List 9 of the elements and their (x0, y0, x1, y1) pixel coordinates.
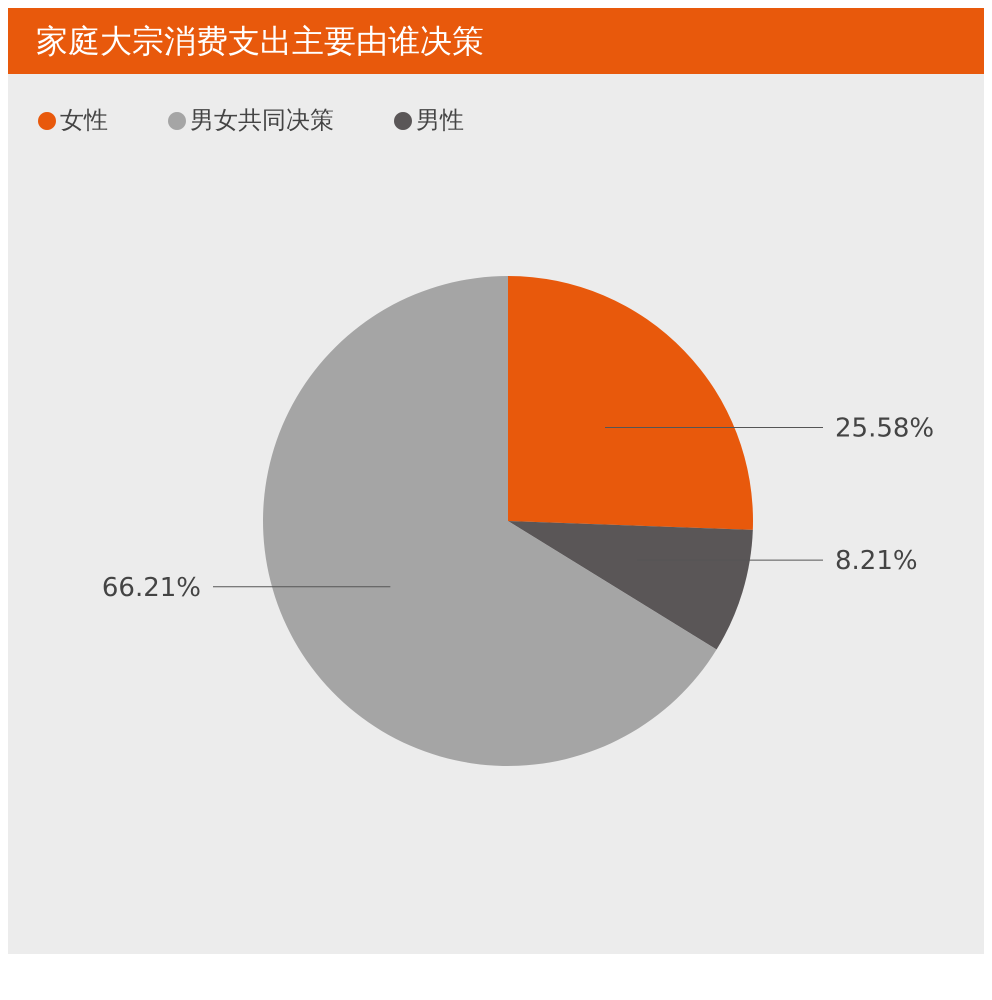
data-label: 8.21% (835, 546, 918, 576)
chart-title: 家庭大宗消费支出主要由谁决策 (8, 8, 984, 74)
legend-label: 男女共同决策 (190, 106, 334, 134)
legend-label: 女性 (60, 106, 108, 134)
data-label: 66.21% (102, 572, 201, 603)
pie-slice (263, 276, 717, 766)
pie-slice (508, 276, 753, 530)
data-label: 25.58% (835, 414, 934, 444)
legend-label: 男性 (416, 106, 464, 134)
